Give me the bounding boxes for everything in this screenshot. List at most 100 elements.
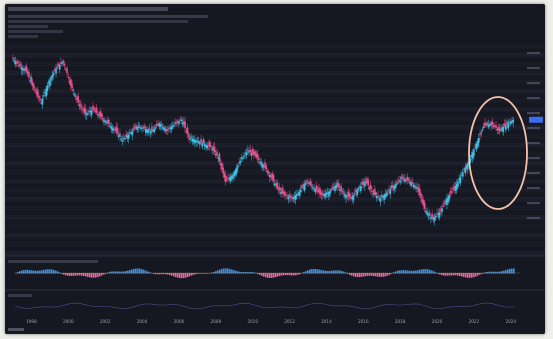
candle-body [436,213,438,215]
x-tick-label: 2006 [174,319,185,324]
candle-body [149,131,152,134]
indicator-bar [239,271,241,274]
indicator-bar [487,271,489,274]
indicator-bar [47,269,49,274]
chart-background [5,4,545,334]
background-band [5,188,545,193]
candle-body [104,120,106,123]
candle-body [238,162,240,164]
indicator-bar [423,269,425,274]
candle-body [169,127,172,129]
candle-body [29,80,32,82]
indicator-bar [97,273,99,278]
indicator-bar [369,273,371,276]
candle-body [351,196,354,199]
price-axis-tick [527,187,540,190]
indicator-bar [465,273,467,278]
candle-body [509,121,512,124]
candle-body [22,68,24,71]
candle-body [455,183,458,190]
candle-body [57,64,60,66]
candle-body [328,191,330,197]
candle-body [208,142,211,147]
candle-body [471,152,474,159]
candle-body [215,154,217,156]
candle-body [246,150,249,152]
background-band [5,125,545,130]
candle-body [211,148,213,151]
candle-body [176,120,179,123]
background-band [5,98,545,103]
candle-body [417,187,420,192]
candle-body [156,123,158,126]
indicator-bar [319,269,321,274]
indicator-bar [105,273,107,274]
candle-body [200,138,202,143]
candle-body [143,126,146,129]
candle-body [221,163,223,170]
candle-body [501,127,503,132]
indicator-bar [127,270,129,274]
candle-body [398,180,400,182]
candle-body [73,94,76,96]
indicator-bar [139,268,141,274]
candle-body [63,63,66,66]
background-band [5,53,545,58]
candle-body [117,135,120,137]
candle-body [505,124,507,130]
candle-body [42,95,45,97]
indicator-bar [183,273,185,279]
candle-body [390,185,393,189]
candle-body [270,175,272,178]
candle-body [234,170,237,176]
candle-body [355,189,357,192]
indicator-bar [387,273,389,276]
candle-body [385,192,388,196]
candle-body [475,143,478,150]
candle-body [409,181,411,184]
candle-body [377,195,379,197]
candle-body [394,184,397,189]
candle-body [331,188,334,190]
candle-body [261,164,264,168]
candle-body [384,194,387,198]
candle-body [35,91,38,94]
candle-body [372,193,374,195]
candle-body [278,187,281,191]
indicator-bar [363,273,365,277]
indicator-bar [303,272,305,274]
candle-body [360,186,362,192]
indicator-bar [361,273,363,277]
indicator-bar [463,273,465,278]
candle-body [183,120,185,126]
indicator-bar [141,269,143,274]
indicator-bar [315,268,317,274]
indicator-bar [135,268,137,274]
indicator-bar [275,273,277,278]
indicator-bar [165,273,167,275]
indicator-bar [51,269,53,274]
indicator-bar [505,270,507,274]
candle-body [273,183,276,186]
candle-body [265,165,267,170]
indicator-bar [197,273,199,274]
candle-body [137,126,140,129]
indicator-bar [273,273,275,278]
candle-body [303,184,306,191]
candle-body [109,125,111,127]
candle-body [464,167,467,173]
candle-body [318,187,320,193]
indicator-bar [267,273,269,278]
indicator-bar [459,273,461,276]
indicator-bar [65,273,67,276]
candle-body [495,125,497,128]
candle-body [66,68,68,74]
indicator-bar [343,271,345,274]
indicator-bar [341,270,343,274]
indicator-bar [313,268,315,274]
candle-body [142,127,145,129]
indicator-bar [27,269,29,274]
indicator-bar [327,270,329,274]
indicator-bar [53,269,55,274]
indicator-bar [371,273,373,276]
